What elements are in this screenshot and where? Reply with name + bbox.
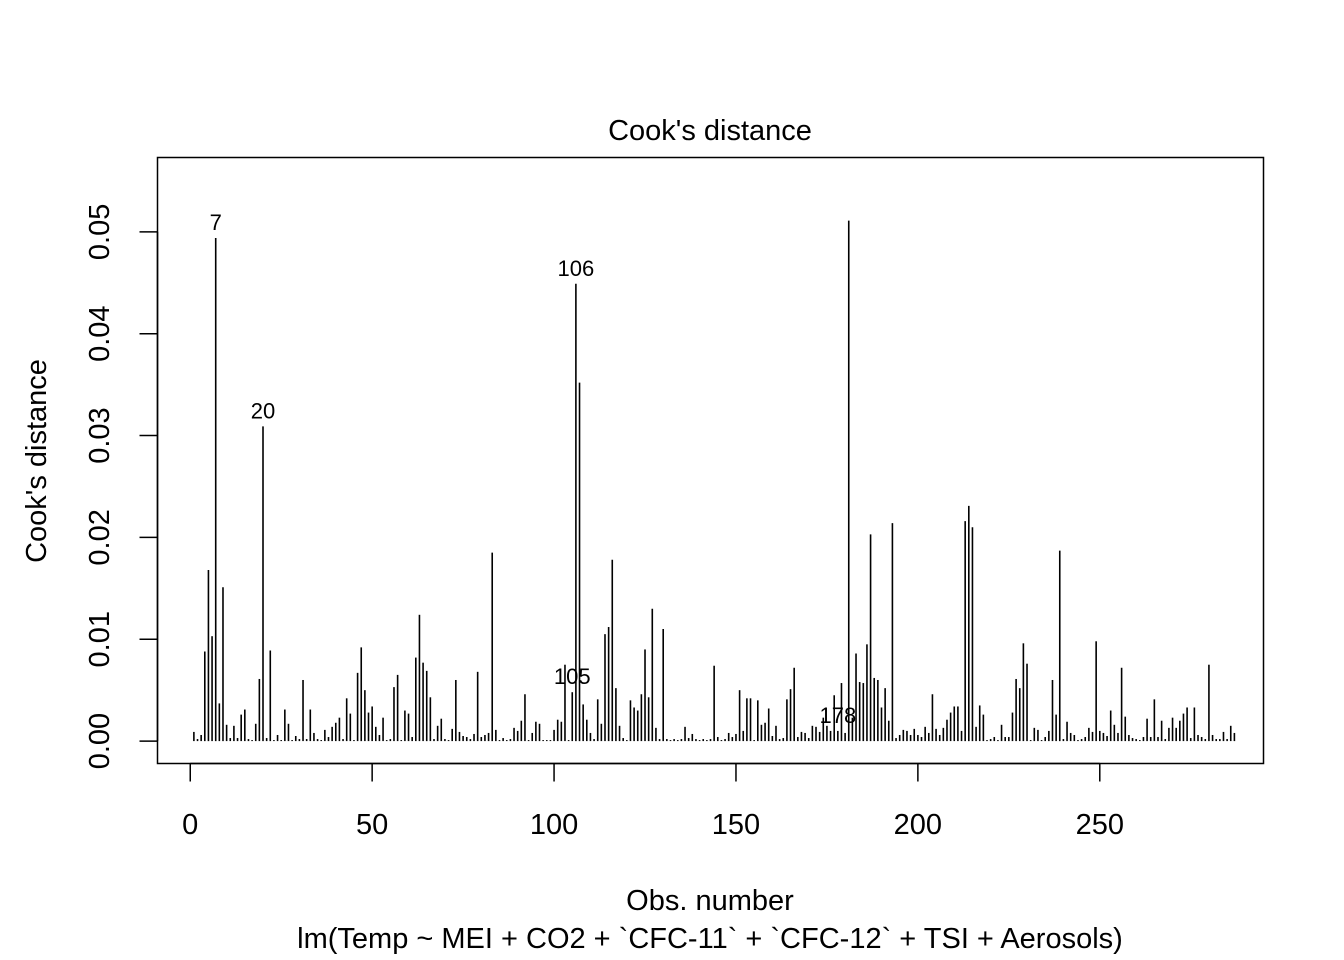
point-label-178: 178	[819, 703, 856, 728]
y-tick-label: 0.03	[84, 407, 116, 463]
x-tick-label: 250	[1076, 809, 1124, 841]
point-label-7: 7	[210, 210, 222, 235]
model-formula-subtitle: lm(Temp ~ MEI + CO2 + `CFC-11` + `CFC-12…	[297, 923, 1123, 955]
x-axis-label: Obs. number	[626, 885, 794, 917]
y-tick-label: 0.04	[84, 305, 116, 361]
y-tick-label: 0.05	[84, 204, 116, 260]
x-axis: 0 50 100 150 200 250	[182, 762, 1124, 841]
y-tick-label: 0.02	[84, 509, 116, 565]
point-label-20: 20	[251, 398, 275, 423]
chart-title: Cook's distance	[608, 115, 812, 147]
x-tick-label: 200	[894, 809, 942, 841]
y-tick-label: 0.01	[84, 611, 116, 667]
point-labels: 7 20 105 106 178	[210, 210, 857, 728]
y-axis-label: Cook's distance	[21, 359, 53, 563]
x-tick-label: 50	[356, 809, 388, 841]
y-axis: 0.00 0.01 0.02 0.03 0.04 0.05	[84, 204, 159, 769]
y-tick-label: 0.00	[84, 713, 116, 769]
point-label-106: 106	[558, 256, 595, 281]
x-tick-label: 150	[712, 809, 760, 841]
point-label-105: 105	[554, 664, 591, 689]
plot-frame	[156, 156, 1265, 765]
x-tick-label: 0	[182, 809, 198, 841]
spike-series	[193, 220, 1236, 742]
x-tick-label: 100	[530, 809, 578, 841]
